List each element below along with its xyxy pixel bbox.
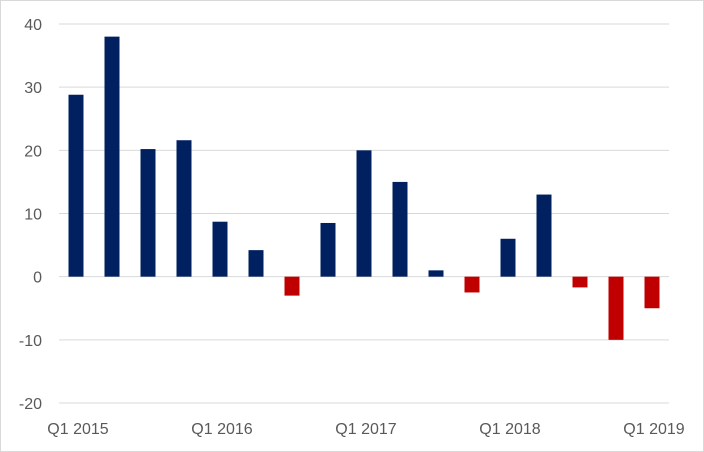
bars bbox=[68, 36, 660, 340]
bar-q1-2016 bbox=[212, 221, 228, 277]
y-tick-label: 10 bbox=[24, 207, 42, 224]
bar-q3-2018 bbox=[572, 276, 588, 288]
y-tick-label: -10 bbox=[19, 333, 42, 350]
y-tick-label: 20 bbox=[24, 143, 42, 160]
x-tick-label: Q1 2017 bbox=[335, 421, 396, 438]
bar-q3-2015 bbox=[140, 149, 156, 277]
bar-q4-2018 bbox=[608, 276, 624, 340]
x-axis-tick-labels: Q1 2015 Q1 2016 Q1 2017 Q1 2018 Q1 2019 bbox=[47, 421, 684, 438]
y-tick-label: 0 bbox=[33, 270, 42, 287]
y-tick-label: 30 bbox=[24, 80, 42, 97]
bar-q1-2018 bbox=[500, 238, 516, 277]
x-tick-label: Q1 2016 bbox=[191, 421, 252, 438]
bar-q4-2016 bbox=[320, 222, 336, 277]
bar-q2-2017 bbox=[392, 181, 408, 277]
bar-q4-2015 bbox=[176, 140, 192, 277]
bar-q2-2015 bbox=[104, 36, 120, 277]
bar-q2-2016 bbox=[248, 250, 264, 277]
bar-q1-2017 bbox=[356, 150, 372, 277]
bar-q1-2015 bbox=[68, 94, 84, 277]
x-tick-label: Q1 2019 bbox=[623, 421, 684, 438]
bar-q4-2017 bbox=[464, 276, 480, 293]
bar-q3-2016 bbox=[284, 276, 300, 296]
bar-q1-2019 bbox=[644, 276, 660, 309]
y-tick-label: 40 bbox=[24, 17, 42, 34]
bar-q2-2018 bbox=[536, 194, 552, 277]
bar-q3-2017 bbox=[428, 270, 444, 277]
y-axis-tick-labels: -20 -10 0 10 20 30 40 bbox=[19, 17, 42, 413]
y-tick-label: -20 bbox=[19, 396, 42, 413]
x-tick-label: Q1 2018 bbox=[479, 421, 540, 438]
x-tick-label: Q1 2015 bbox=[47, 421, 108, 438]
